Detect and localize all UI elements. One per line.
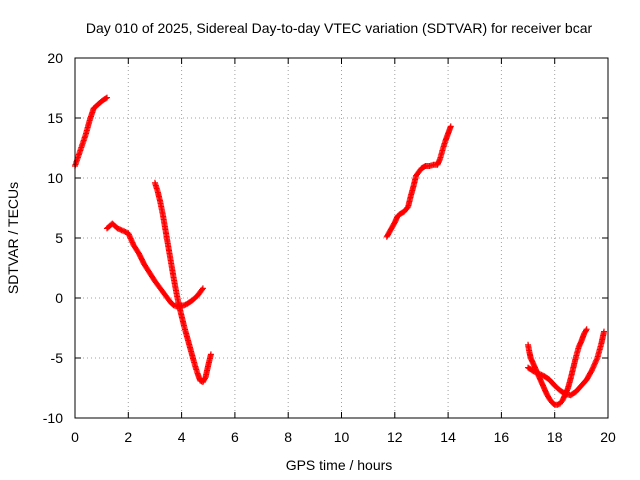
x-tick-label: 10 <box>334 429 350 445</box>
series-arc-1 <box>72 94 110 169</box>
x-tick-label: 2 <box>124 429 132 445</box>
data-point-marker <box>447 123 454 130</box>
series-arc-3 <box>151 179 214 385</box>
x-axis-ticks: 0 2 4 6 8 10 12 14 16 18 20 <box>71 58 616 445</box>
data-point-marker <box>199 286 206 293</box>
x-axis-label: GPS time / hours <box>286 457 393 473</box>
y-tick-label: 0 <box>55 290 63 306</box>
y-tick-label: -10 <box>43 410 63 426</box>
x-tick-label: 20 <box>600 429 616 445</box>
data-point-marker <box>102 95 109 102</box>
chart-title: Day 010 of 2025, Sidereal Day-to-day VTE… <box>86 20 593 36</box>
plot-frame <box>74 57 609 419</box>
y-tick-label: 10 <box>47 170 63 186</box>
data-point-marker <box>207 351 214 358</box>
x-tick-label: 18 <box>547 429 563 445</box>
x-tick-label: 16 <box>494 429 510 445</box>
y-tick-label: 5 <box>55 230 63 246</box>
series-arc-6 <box>525 328 608 399</box>
x-tick-label: 0 <box>71 429 79 445</box>
x-tick-label: 12 <box>387 429 403 445</box>
series-arc-5 <box>525 326 590 408</box>
y-tick-label: 15 <box>47 110 63 126</box>
data-point-marker <box>583 326 590 333</box>
series-arc-2 <box>103 220 206 310</box>
data-series <box>72 94 608 408</box>
x-tick-label: 4 <box>178 429 186 445</box>
data-point-marker <box>583 327 590 334</box>
grid <box>75 58 608 418</box>
x-tick-label: 14 <box>440 429 456 445</box>
y-tick-label: 20 <box>47 50 63 66</box>
x-tick-label: 6 <box>231 429 239 445</box>
data-point-marker <box>199 285 206 292</box>
data-point-marker <box>601 328 608 335</box>
series-arc-4 <box>383 123 454 240</box>
data-point-marker <box>103 94 110 101</box>
y-tick-label: -5 <box>51 350 64 366</box>
x-tick-label: 8 <box>284 429 292 445</box>
y-axis-label: SDTVAR / TECUs <box>5 182 21 294</box>
